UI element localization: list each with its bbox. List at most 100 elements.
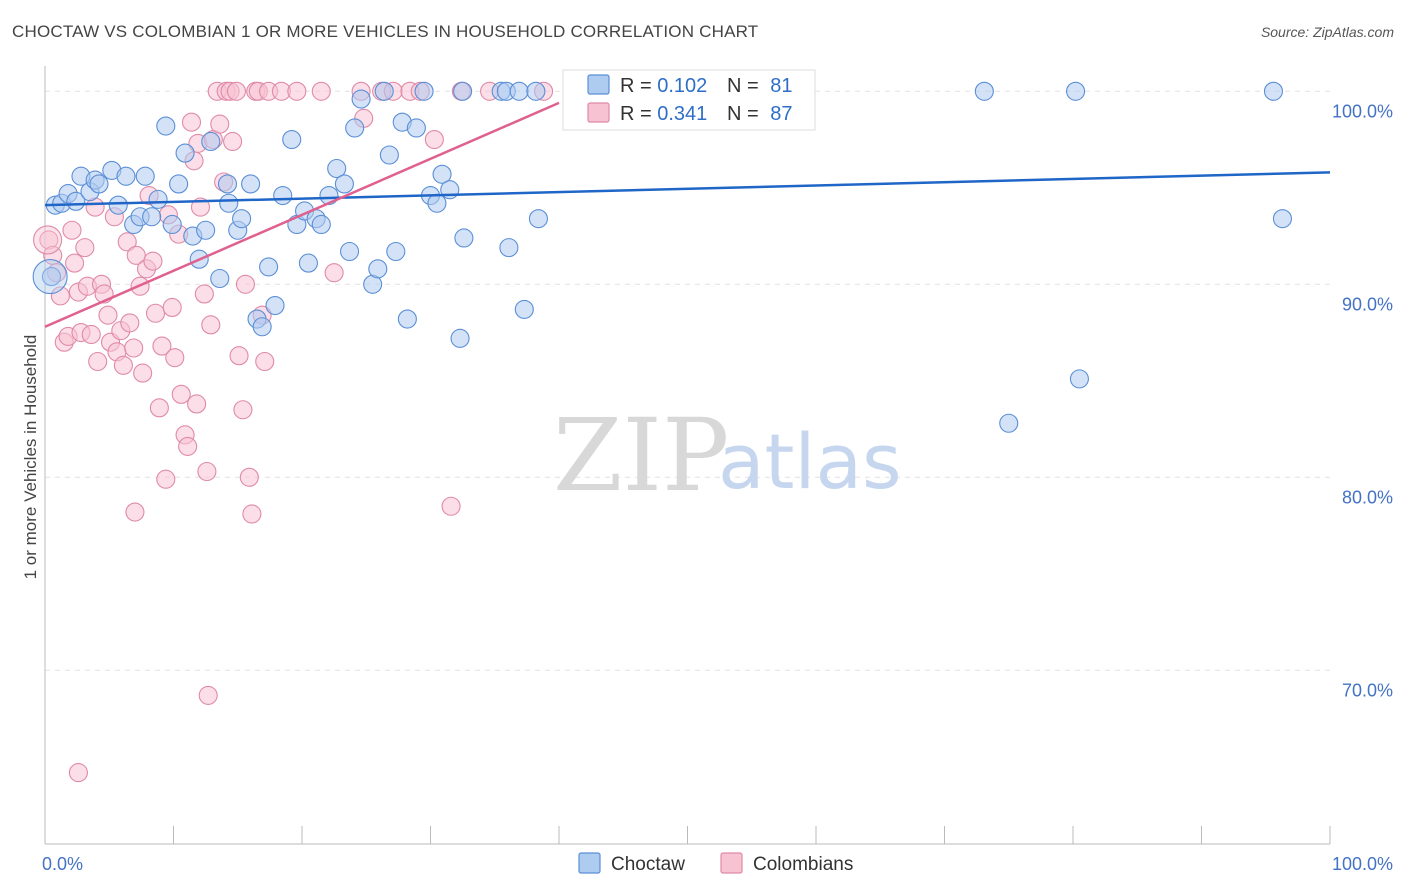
choctaw-point xyxy=(232,209,252,229)
chart-title: CHOCTAW VS COLOMBIAN 1 OR MORE VEHICLES … xyxy=(12,22,759,41)
colombians-point xyxy=(178,436,198,456)
colombians-point xyxy=(88,351,108,372)
choctaw-point xyxy=(241,174,261,194)
y-tick-label: 90.0% xyxy=(1342,294,1393,314)
choctaw-point xyxy=(450,328,470,348)
choctaw-point xyxy=(351,89,371,109)
choctaw-point xyxy=(41,267,61,287)
colombians-point xyxy=(171,384,191,404)
choctaw-point xyxy=(108,195,128,215)
choctaw-point xyxy=(298,253,318,273)
choctaw-point xyxy=(252,317,272,337)
legend-r-label-2: R = xyxy=(620,103,657,125)
colombians-point xyxy=(441,496,461,516)
legend-n-label-1: N = xyxy=(727,75,764,97)
choctaw-point xyxy=(175,143,195,163)
choctaw-point xyxy=(414,81,434,101)
colombians-point xyxy=(98,305,118,325)
choctaw-point xyxy=(1069,369,1089,389)
choctaw-legend-swatch xyxy=(578,852,601,874)
colombians-point xyxy=(124,338,144,358)
choctaw-point xyxy=(432,164,452,184)
colombians-point xyxy=(162,297,182,318)
legend-n-value-1: 81 xyxy=(770,75,792,97)
choctaw-point xyxy=(169,174,189,194)
choctaw-point xyxy=(32,259,68,295)
svg-text:N = 87: N = 87 xyxy=(727,103,793,125)
colombians-point xyxy=(233,400,253,420)
y-tick-label: 80.0% xyxy=(1342,487,1393,507)
choctaw-point xyxy=(526,81,546,101)
choctaw-point xyxy=(1263,81,1284,101)
choctaw-point xyxy=(1272,209,1293,229)
colombians-point xyxy=(149,398,169,418)
colombians-point xyxy=(210,114,230,134)
choctaw-point xyxy=(201,131,221,152)
svg-text:R = 0.341: R = 0.341 xyxy=(620,103,707,125)
choctaw-points xyxy=(32,81,1293,433)
colombians-point xyxy=(198,685,218,705)
choctaw-point xyxy=(386,241,406,262)
choctaw-point xyxy=(66,191,86,211)
colombians-trend-line xyxy=(44,101,560,328)
legend-n-value-2: 87 xyxy=(770,103,792,125)
legend-r-value-2: 0.341 xyxy=(657,103,707,125)
colombians-point xyxy=(190,197,211,217)
y-axis-label: 1 or more Vehicles in Household xyxy=(21,335,40,580)
choctaw-point xyxy=(499,238,519,258)
x-tick-labels: 0.0% 100.0% xyxy=(42,854,1393,874)
choctaw-point xyxy=(999,413,1019,433)
choctaw-point xyxy=(528,209,548,229)
colombians-point xyxy=(229,346,249,366)
colombians-point xyxy=(133,363,153,383)
choctaw-point xyxy=(427,193,447,213)
choctaw-point xyxy=(453,81,473,101)
colombians-point xyxy=(75,238,95,258)
choctaw-point xyxy=(282,130,302,150)
colombians-point xyxy=(287,81,307,101)
choctaw-legend-label: Choctaw xyxy=(611,854,685,875)
colombians-legend-swatch xyxy=(720,852,743,874)
colombians-point xyxy=(65,253,85,273)
choctaw-point xyxy=(210,268,230,289)
colombians-point xyxy=(156,469,176,489)
choctaw-point xyxy=(397,309,417,329)
legend-n-label-2: N = xyxy=(727,103,764,125)
colombians-point xyxy=(152,336,172,356)
choctaw-point xyxy=(217,174,238,194)
choctaw-point xyxy=(135,166,155,186)
colombians-point xyxy=(62,220,82,240)
choctaw-point xyxy=(259,257,279,277)
colombians-point xyxy=(255,351,275,372)
colombians-point xyxy=(424,130,444,150)
colombians-point xyxy=(324,263,344,283)
colombians-point xyxy=(145,303,166,323)
colombians-point xyxy=(165,348,185,368)
svg-text:R = 0.102: R = 0.102 xyxy=(620,75,707,97)
y-tick-labels: 70.0% 80.0% 90.0% 100.0% xyxy=(1332,101,1393,700)
colombians-point xyxy=(126,245,146,265)
legend-r-value-1: 0.102 xyxy=(657,75,707,97)
choctaw-point xyxy=(374,81,394,101)
colombians-swatch xyxy=(587,102,610,123)
colombians-point xyxy=(117,232,137,252)
choctaw-trend-line xyxy=(44,171,1331,207)
colombians-point xyxy=(81,324,101,345)
choctaw-point xyxy=(311,214,331,235)
colombians-point xyxy=(33,225,63,255)
choctaw-point xyxy=(148,189,168,209)
choctaw-point xyxy=(142,207,162,227)
choctaw-point xyxy=(89,174,109,194)
colombians-point xyxy=(50,286,70,306)
y-tick-label: 100.0% xyxy=(1332,101,1393,121)
choctaw-point xyxy=(196,220,216,240)
colombians-point xyxy=(125,502,145,522)
colombians-legend-label: Colombians xyxy=(753,854,853,875)
watermark-zip: ZIP xyxy=(553,397,729,514)
choctaw-point xyxy=(454,228,474,248)
colombians-point xyxy=(226,81,247,101)
choctaw-point xyxy=(327,158,347,179)
x-tick-label: 0.0% xyxy=(42,854,83,874)
choctaw-point xyxy=(509,81,529,101)
